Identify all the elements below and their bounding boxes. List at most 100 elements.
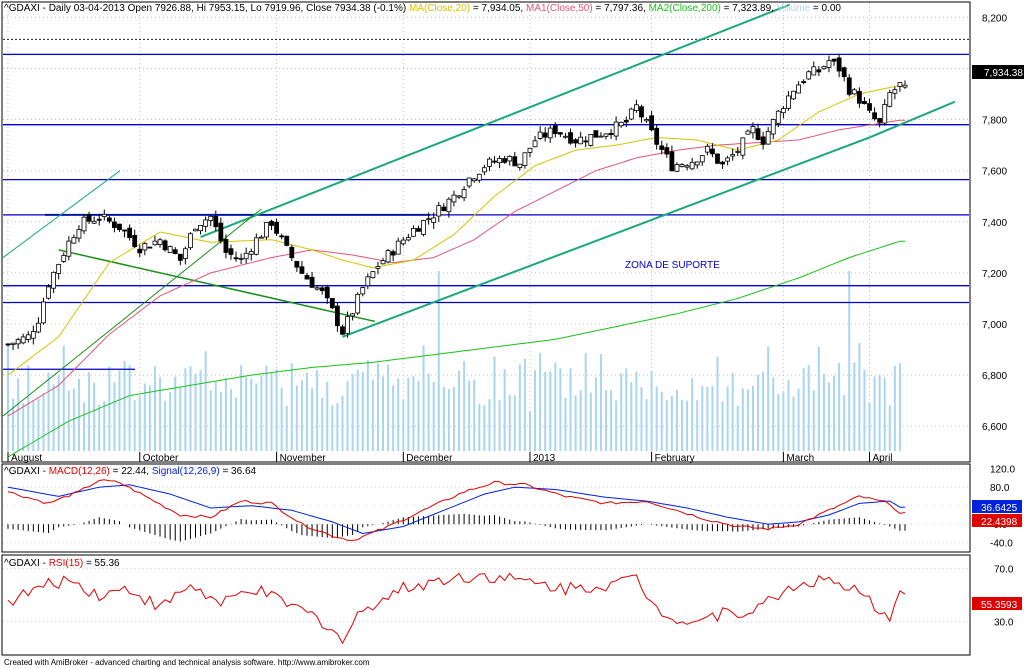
candle-body [867,103,872,111]
volume-bar [179,387,182,451]
candle-body [264,222,269,238]
candle-body [416,228,421,232]
volume-bar [128,365,131,451]
candle-body [375,266,381,269]
volume-bar [792,396,795,451]
volume-bar [280,387,283,451]
candle-body [811,66,817,76]
candle-body [877,118,883,123]
volume-bar [767,346,770,451]
ma20-line [7,84,905,376]
candle-body [5,343,11,346]
candle-body [755,128,761,140]
volume-bar [219,391,222,451]
volume-bar [620,373,623,451]
volume-bar [260,375,263,451]
signal-value-box-text: 36.6425 [981,503,1018,514]
volume-bar [57,375,60,451]
volume-bar [407,377,410,451]
volume-bar [670,395,673,451]
candle-body [846,77,852,95]
volume-bar [757,375,760,451]
candle-body [532,140,538,148]
candle-body [274,221,279,234]
candle-body [51,271,57,289]
candle-body [122,229,127,232]
candle-body [198,224,203,232]
volume-bar [93,382,96,451]
candle-body [654,127,660,145]
candle-body [142,243,148,251]
macd-tick-label: 120.0 [990,465,1015,476]
volume-bar [311,388,314,451]
volume-bar [442,386,445,451]
candle-body [238,257,244,260]
candle-body [517,163,523,168]
volume-bar [7,342,9,451]
x-axis-ticks: August October November December 2013 Februar… [7,452,893,464]
candle-body [598,135,604,138]
volume-bar [528,411,531,451]
candle-body [451,194,457,203]
candle-body [299,266,305,274]
trend-lines [2,3,956,417]
volume-bar [615,400,618,451]
rsi-value-box-text: 55.3593 [981,600,1018,611]
volume-bar [346,380,349,451]
candle-body [426,218,432,221]
candle-body [557,132,563,135]
candle-body [578,136,584,145]
volume-bar [376,363,379,451]
candle-body [537,131,543,139]
candle-body [405,237,411,241]
candle-body [887,92,893,107]
volume-bar [635,371,638,451]
volume-bar [47,372,50,451]
channel-upper-line [200,3,791,239]
volume-bar [402,399,405,451]
volume-bar [726,386,729,451]
candle-body [400,239,406,245]
candle-body [836,57,842,72]
volume-bar [574,395,577,451]
volume-bar [898,363,901,451]
candle-body [466,177,472,187]
candle-body [25,334,31,340]
volume-bar [245,377,248,451]
volume-bar [686,400,689,451]
volume-bar [83,402,86,451]
candle-body [603,133,609,137]
volume-bar [731,372,734,451]
candle-body [669,151,675,172]
candle-body [801,81,807,83]
header-ma50-label: MA1(Close,50) [526,3,593,14]
y-axis-ticks: 8,2008,0007,8007,6007,4007,2007,0006,800… [982,13,1015,628]
volume-bar [189,366,192,451]
candle-body [243,252,249,260]
price-header: ^GDAXI - Daily 03-04-2013 Open 7926.88, … [4,3,841,14]
candle-body [856,90,862,104]
volume-bar [397,378,400,451]
moving-averages [7,84,905,458]
volume-bar [706,387,709,451]
volume-bar [341,395,344,451]
price-tick-label: 7,000 [982,320,1007,331]
rsi-tick-label: 70.0 [994,564,1014,575]
candle-body [152,240,158,246]
candle-body [704,145,710,153]
candle-body [294,260,300,268]
candle-body [639,106,644,118]
candle-body [882,104,888,124]
volume-bar [594,377,597,451]
volume-bar [235,397,238,451]
candle-body [740,137,746,156]
macd-value-box [972,514,1022,527]
volume-bar [392,385,395,451]
volume-bar [98,404,101,451]
candle-body [816,69,822,73]
candle-body [112,221,117,229]
volume-bar [133,400,136,451]
volume-bar [610,390,613,451]
volume-bar [331,405,334,451]
candle-body [750,126,756,134]
